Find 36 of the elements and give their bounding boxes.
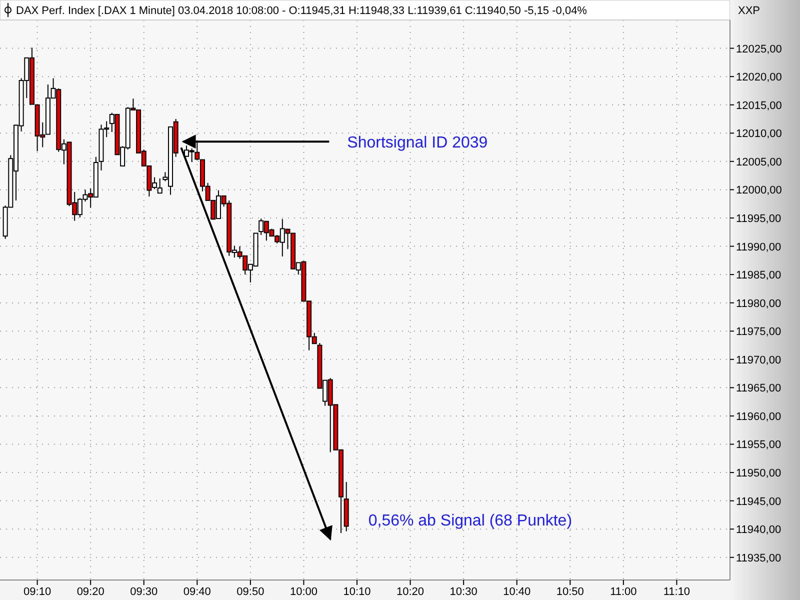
y-tick-label: 12020,00 bbox=[736, 72, 782, 84]
y-tick-label: 11990,00 bbox=[736, 241, 782, 254]
x-tick-label: 10:50 bbox=[556, 586, 584, 598]
y-tick-label: 11980,00 bbox=[736, 298, 782, 310]
y-tick-label: 11960,00 bbox=[736, 410, 782, 423]
y-tick-label: 12005,00 bbox=[736, 156, 782, 168]
x-tick-label: 10:10 bbox=[343, 586, 371, 598]
chart-title: DAX Perf. Index [.DAX 1 Minute] 03.04.2018 10:08:00 - O:11945,31 H:11948,33 L:11939,61 C:11940,50 -5,15 -0,04% bbox=[16, 5, 588, 17]
y-tick-label: 11940,00 bbox=[736, 524, 782, 536]
y-tick-label: 12015,00 bbox=[736, 100, 782, 112]
x-tick-label: 11:00 bbox=[610, 586, 637, 598]
annotation: Shortsignal ID 2039 bbox=[347, 134, 488, 152]
text: XXP bbox=[738, 5, 760, 17]
x-tick-label: 10:30 bbox=[450, 586, 478, 598]
y-tick-label: 11935,00 bbox=[736, 552, 782, 564]
x-tick-label: 10:40 bbox=[503, 586, 531, 598]
x-tick-label: 09:10 bbox=[24, 586, 52, 598]
y-tick-label: 11955,00 bbox=[736, 439, 782, 452]
y-tick-label: 11995,00 bbox=[736, 212, 782, 225]
x-tick-label: 09:30 bbox=[130, 586, 158, 598]
y-tick-label: 11985,00 bbox=[736, 270, 782, 282]
x-tick-label: 11:10 bbox=[663, 586, 690, 598]
x-tick-label: 10:20 bbox=[396, 586, 424, 598]
y-tick-label: 11970,00 bbox=[736, 354, 782, 366]
y-tick-label: 11950,00 bbox=[736, 468, 782, 480]
y-tick-label: 12010,00 bbox=[736, 128, 782, 140]
y-tick-label: 11945,00 bbox=[736, 496, 782, 508]
x-tick-label: 09:50 bbox=[236, 586, 264, 598]
y-tick-label: 11975,00 bbox=[736, 326, 782, 338]
x-tick-label: 10:00 bbox=[290, 586, 318, 598]
x-tick-label: 09:40 bbox=[183, 586, 211, 598]
y-tick-label: 12025,00 bbox=[736, 43, 782, 56]
annotation: 0,56% ab Signal (68 Punkte) bbox=[368, 512, 572, 530]
y-tick-label: 11965,00 bbox=[736, 382, 782, 395]
x-tick-label: 09:20 bbox=[76, 586, 104, 598]
y-tick-label: 12000,00 bbox=[736, 184, 782, 197]
